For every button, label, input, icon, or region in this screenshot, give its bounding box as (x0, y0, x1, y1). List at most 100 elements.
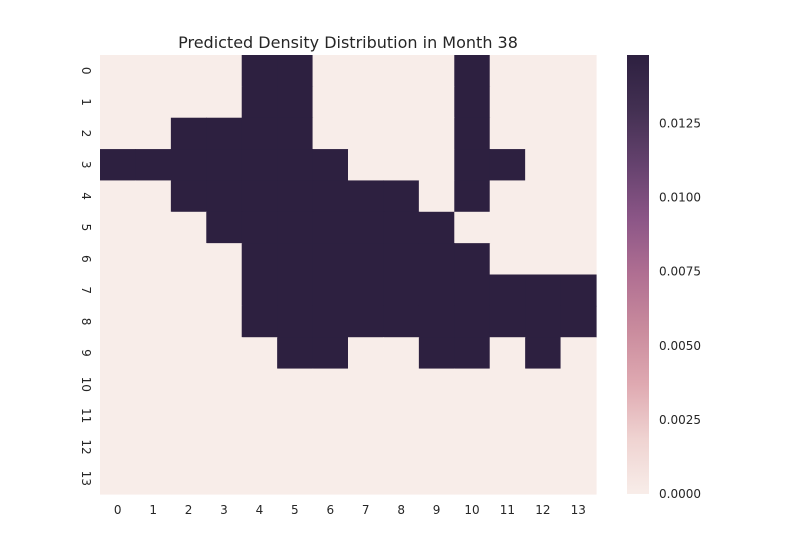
colorbar-tick-label: 0.0075 (659, 265, 701, 279)
heatmap-cell (525, 337, 562, 370)
x-tick-label: 5 (291, 503, 299, 517)
heatmap-cell (170, 149, 207, 182)
heatmap-cell (418, 180, 455, 213)
heatmap-cell (348, 305, 385, 338)
heatmap-cell (312, 180, 349, 213)
y-tick-label: 0 (79, 67, 93, 75)
heatmap-cell (135, 399, 172, 432)
heatmap-cell (489, 180, 526, 213)
heatmap-cell (454, 55, 491, 87)
heatmap-cell (525, 243, 562, 276)
heatmap-cell (277, 86, 314, 119)
colorbar-tick-label: 0.0025 (659, 413, 701, 427)
heatmap-cell (206, 117, 243, 150)
heatmap-cell (560, 149, 597, 182)
heatmap-cell (489, 86, 526, 119)
heatmap-cell (560, 274, 597, 307)
heatmap-cell (241, 117, 278, 150)
heatmap-cell (206, 149, 243, 182)
heatmap-cell (560, 368, 597, 401)
heatmap-cell (560, 305, 597, 338)
heatmap-cell (135, 55, 172, 87)
y-tick-label: 5 (79, 224, 93, 232)
heatmap-cell (100, 55, 137, 87)
heatmap-cell (135, 368, 172, 401)
heatmap-cell (348, 211, 385, 244)
heatmap-cell (489, 305, 526, 338)
heatmap-cell (241, 337, 278, 370)
x-tick-label: 13 (571, 503, 586, 517)
heatmap-cell (312, 274, 349, 307)
heatmap-cell (383, 243, 420, 276)
heatmap-cell (560, 86, 597, 119)
heatmap-cell (277, 211, 314, 244)
heatmap-cell (454, 149, 491, 182)
heatmap-cell (277, 149, 314, 182)
heatmap-cell (418, 117, 455, 150)
x-tick-label: 3 (220, 503, 228, 517)
heatmap-cell (135, 462, 172, 495)
y-tick-label: 4 (79, 192, 93, 200)
heatmap-cell (383, 86, 420, 119)
heatmap-cell (206, 180, 243, 213)
heatmap-cell (277, 337, 314, 370)
heatmap-cell (135, 117, 172, 150)
heatmap-cell (525, 149, 562, 182)
heatmap-cell (170, 117, 207, 150)
heatmap-cell (525, 55, 562, 87)
chart-title: Predicted Density Distribution in Month … (178, 33, 518, 52)
heatmap-cell (489, 274, 526, 307)
y-tick-label: 9 (79, 349, 93, 357)
heatmap-cell (312, 305, 349, 338)
heatmap-cell (489, 149, 526, 182)
heatmap-cell (348, 399, 385, 432)
heatmap-cell (560, 180, 597, 213)
heatmap-cell (277, 55, 314, 87)
heatmap-cell (241, 305, 278, 338)
heatmap-cell (241, 180, 278, 213)
heatmap-cell (383, 211, 420, 244)
heatmap-cell (525, 86, 562, 119)
heatmap-cell (525, 431, 562, 464)
heatmap-cell (383, 180, 420, 213)
y-tick-label: 8 (79, 318, 93, 326)
heatmap-cell (348, 243, 385, 276)
heatmap-cell (454, 305, 491, 338)
heatmap-cell (206, 274, 243, 307)
heatmap-cell (418, 86, 455, 119)
heatmap-cell (489, 243, 526, 276)
x-tick-label: 2 (185, 503, 193, 517)
heatmap-cell (312, 149, 349, 182)
x-tick-label: 10 (464, 503, 479, 517)
heatmap-cell (348, 180, 385, 213)
heatmap-cell (170, 180, 207, 213)
heatmap-cell (312, 117, 349, 150)
heatmap-cell (560, 462, 597, 495)
heatmap-cell (206, 86, 243, 119)
heatmap-cell (418, 462, 455, 495)
heatmap-cell (383, 368, 420, 401)
heatmap-cell (170, 305, 207, 338)
y-tick-label: 2 (79, 130, 93, 138)
heatmap-cell (241, 86, 278, 119)
heatmap-cell (454, 274, 491, 307)
heatmap-cell (135, 305, 172, 338)
heatmap-cell (489, 117, 526, 150)
heatmap-cell (312, 431, 349, 464)
y-tick-label: 10 (79, 377, 93, 392)
heatmap-cell (348, 117, 385, 150)
colorbar (627, 55, 649, 494)
heatmap-cell (170, 337, 207, 370)
heatmap-cell (383, 337, 420, 370)
heatmap-cell (489, 337, 526, 370)
heatmap-cell (170, 243, 207, 276)
heatmap-cell (100, 180, 137, 213)
heatmap-cell (348, 274, 385, 307)
heatmap-cell (418, 305, 455, 338)
heatmap-cell (418, 55, 455, 87)
heatmap-cell (241, 149, 278, 182)
heatmap-cell (170, 462, 207, 495)
heatmap-cell (100, 368, 137, 401)
